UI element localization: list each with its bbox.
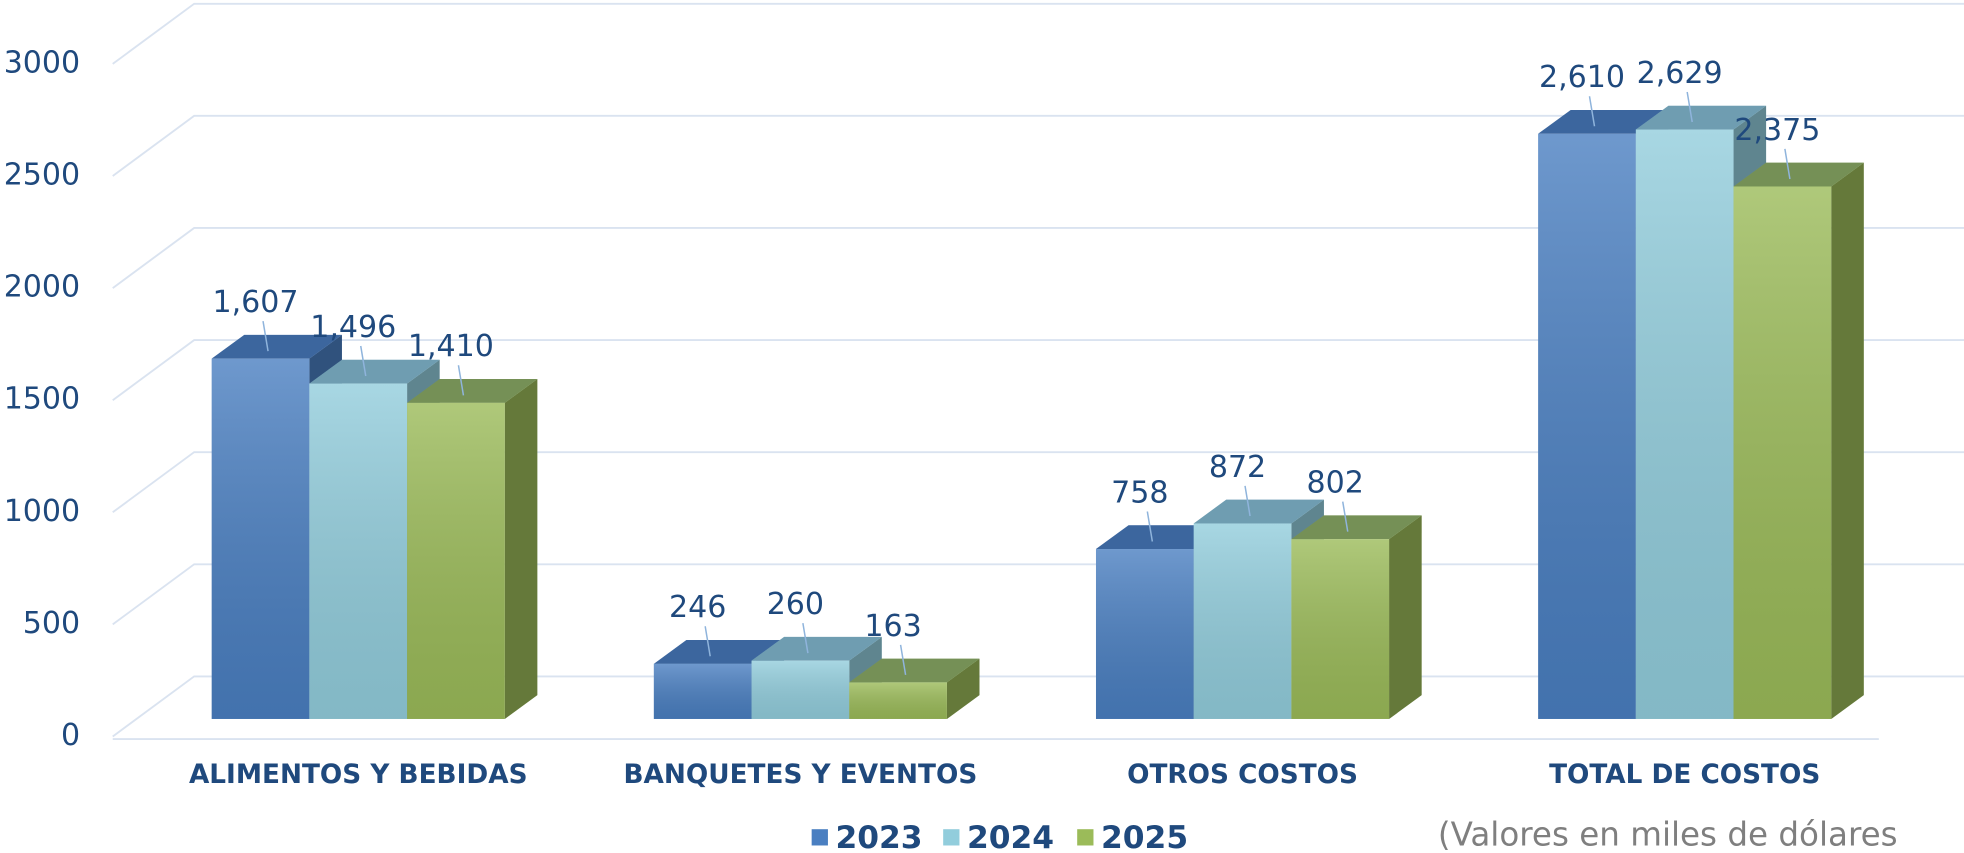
annotation: (Valores en miles de dólares: [1438, 816, 1898, 853]
bar-top-shade: [653, 640, 785, 664]
bar-side-shade: [504, 379, 538, 719]
bar-side-shade: [946, 658, 980, 719]
leader-line: [1146, 511, 1154, 542]
y-tick-label: 3000: [4, 45, 80, 80]
legend-swatch: [943, 829, 960, 846]
bar-side: [504, 379, 538, 719]
leader-line: [262, 320, 269, 352]
x-tick-label: TOTAL DE COSTOS: [1549, 760, 1820, 790]
legend-swatch: [811, 829, 828, 846]
data-label: 1,410: [408, 329, 494, 364]
bar-shine: [309, 383, 408, 719]
y-tick-label: 2000: [4, 270, 80, 305]
bar-top: [751, 636, 882, 661]
bar-shine: [211, 358, 310, 719]
bar-top-shade: [1193, 499, 1324, 524]
y-tick-label: 1000: [4, 494, 80, 529]
bar-top: [653, 640, 785, 664]
leader-line: [1588, 96, 1596, 127]
leader-line: [1341, 501, 1349, 532]
y-tick-label: 0: [61, 718, 80, 753]
leader-line: [802, 622, 809, 654]
bar-top: [407, 379, 538, 403]
leader-line: [1686, 91, 1693, 123]
bar-shine: [1733, 186, 1832, 719]
bar-side-shade: [1389, 515, 1422, 719]
bar-side-shade: [1831, 162, 1864, 719]
bar-shine: [849, 682, 947, 719]
bar-top-shade: [1733, 162, 1864, 187]
data-label: 2,629: [1637, 56, 1723, 91]
data-label: 1,607: [213, 285, 299, 320]
bar-top: [1635, 105, 1767, 130]
bar-top: [1291, 515, 1422, 540]
bar-top-shade: [309, 359, 440, 384]
x-tick-label: BANQUETES Y EVENTOS: [623, 760, 977, 790]
bar-top: [1193, 499, 1324, 524]
bar-top-shade: [407, 379, 538, 403]
y-tick-label: 2500: [4, 157, 80, 192]
bar-top-shade: [1538, 109, 1669, 134]
bar-shine: [1095, 549, 1194, 719]
bar-shine: [1193, 523, 1292, 719]
bar-shine: [653, 663, 752, 719]
leader-line: [1244, 485, 1251, 517]
data-label: 1,496: [310, 310, 396, 345]
bar-shine: [1538, 133, 1636, 719]
grid-line: [112, 114, 1964, 177]
bar-top-shade: [751, 636, 882, 661]
grid-line: [112, 227, 1964, 289]
bar-top-shade: [1635, 105, 1767, 130]
grid-line: [112, 339, 1964, 401]
bar-shine: [407, 402, 505, 719]
data-label: 2,610: [1539, 60, 1625, 95]
bar-top-shade: [849, 658, 980, 683]
data-label: 246: [669, 590, 726, 625]
bar-top: [849, 658, 980, 683]
data-label: 802: [1307, 466, 1364, 501]
y-tick-label: 1500: [4, 382, 80, 417]
bar-side: [1389, 515, 1422, 719]
grid-line: [112, 2, 1964, 65]
legend-swatch: [1077, 829, 1094, 846]
bar-shine: [751, 660, 850, 719]
data-label: 2,375: [1734, 113, 1820, 148]
legend-label: 2024: [967, 820, 1054, 853]
bar-side: [946, 658, 980, 719]
x-tick-label: ALIMENTOS Y BEBIDAS: [189, 760, 528, 790]
leader-line: [704, 626, 711, 657]
bar-top: [211, 334, 342, 359]
legend-label: 2025: [1101, 820, 1188, 853]
bar-shine: [1291, 539, 1390, 719]
bar-top: [1733, 162, 1864, 187]
y-tick-label: 500: [23, 606, 80, 641]
grid-line: [112, 451, 1964, 514]
bar-top-shade: [211, 334, 342, 359]
leader-line: [1784, 148, 1791, 180]
legend-label: 2023: [835, 820, 922, 853]
leader-line: [899, 644, 907, 676]
leader-line: [359, 345, 367, 377]
data-label: 163: [864, 609, 921, 644]
data-label: 260: [767, 587, 824, 622]
data-label: 872: [1209, 450, 1266, 485]
x-tick-label: OTROS COSTOS: [1127, 760, 1358, 790]
bar-top: [309, 359, 440, 384]
bar-top-shade: [1291, 515, 1422, 540]
bar-top: [1538, 109, 1669, 134]
bar-side: [1831, 162, 1864, 719]
data-label: 758: [1111, 475, 1168, 510]
leader-line: [457, 365, 465, 396]
bar-shine: [1635, 129, 1734, 719]
